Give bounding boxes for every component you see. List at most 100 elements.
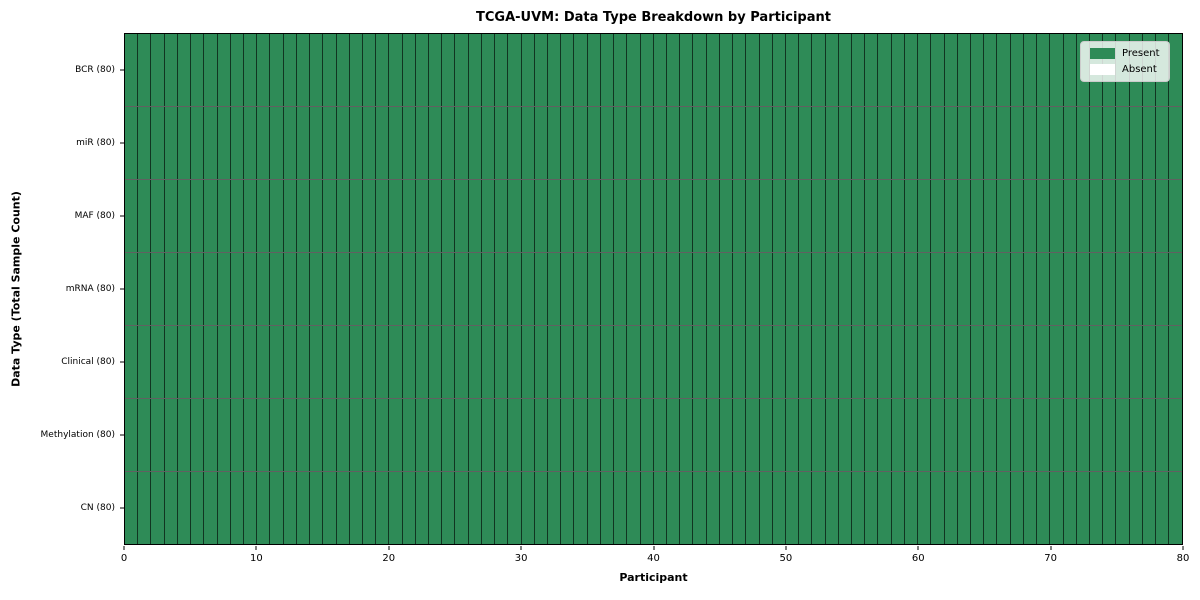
heatmap-cell: [296, 399, 311, 471]
heatmap-cell: [534, 34, 548, 106]
heatmap-cell: [204, 34, 218, 106]
heatmap-cell: [944, 34, 958, 106]
heatmap-cell: [891, 326, 905, 398]
heatmap-cell: [640, 107, 654, 179]
heatmap-cell: [1169, 326, 1182, 398]
heatmap-cell: [217, 472, 231, 544]
heatmap-cell: [415, 326, 430, 398]
heatmap-cell: [1010, 399, 1024, 471]
heatmap-cell: [191, 34, 205, 106]
x-tick-label: 60: [911, 553, 925, 564]
heatmap-cell: [310, 180, 324, 252]
heatmap-cell: [455, 180, 469, 252]
heatmap-cell: [587, 326, 601, 398]
heatmap-cell: [865, 326, 879, 398]
heatmap-cell: [508, 253, 522, 325]
heatmap-cell: [177, 107, 192, 179]
heatmap-cell: [1156, 107, 1170, 179]
y-tick-mark: [120, 507, 124, 509]
heatmap-cell: [799, 472, 813, 544]
heatmap-cell: [600, 180, 615, 252]
heatmap-cell: [984, 107, 998, 179]
heatmap-cell: [825, 326, 839, 398]
heatmap-cell: [997, 399, 1011, 471]
heatmap-cell: [336, 180, 350, 252]
heatmap-cell: [402, 253, 416, 325]
y-tick-label: BCR (80): [75, 64, 115, 75]
heatmap-cell: [204, 253, 218, 325]
heatmap-cell: [283, 472, 297, 544]
heatmap-cell: [587, 472, 601, 544]
heatmap-cell: [561, 107, 575, 179]
heatmap-cell: [799, 399, 813, 471]
heatmap-cell: [957, 399, 971, 471]
heatmap-cell: [1169, 107, 1182, 179]
heatmap-cell: [878, 253, 892, 325]
heatmap-cell: [468, 399, 482, 471]
heatmap-cell: [521, 107, 535, 179]
heatmap-cell: [944, 472, 958, 544]
heatmap-cell: [640, 34, 654, 106]
legend-item: Present: [1090, 48, 1160, 59]
heatmap-cell: [455, 107, 469, 179]
heatmap-cell: [429, 472, 443, 544]
heatmap-cell: [1063, 253, 1077, 325]
heatmap-cell: [1050, 253, 1064, 325]
heatmap-cell: [693, 399, 707, 471]
heatmap-cell: [548, 253, 562, 325]
heatmap-cell: [984, 399, 998, 471]
heatmap-cell: [865, 34, 879, 106]
heatmap-cell: [971, 472, 985, 544]
heatmap-cell: [191, 107, 205, 179]
heatmap-cell: [838, 472, 853, 544]
heatmap-cell: [389, 253, 403, 325]
heatmap-cell: [283, 399, 297, 471]
heatmap-cell: [243, 472, 258, 544]
heatmap-cell: [680, 34, 694, 106]
x-tick-mark: [917, 546, 919, 550]
heatmap-cell: [336, 253, 350, 325]
heatmap-cell: [1037, 399, 1051, 471]
heatmap-cell: [534, 253, 548, 325]
heatmap-cell: [971, 107, 985, 179]
heatmap-cell: [1063, 326, 1077, 398]
heatmap-cell: [270, 253, 284, 325]
heatmap-cell: [442, 107, 456, 179]
heatmap-cell: [164, 472, 178, 544]
heatmap-cell: [759, 472, 773, 544]
heatmap-cell: [719, 326, 734, 398]
heatmap-cell: [1023, 34, 1038, 106]
heatmap-cell: [1156, 253, 1170, 325]
heatmap-cell: [1010, 472, 1024, 544]
heatmap-cell: [852, 253, 866, 325]
heatmap-cell: [349, 326, 363, 398]
heatmap-cell: [257, 399, 271, 471]
heatmap-cell: [904, 326, 919, 398]
heatmap-cell: [1103, 180, 1117, 252]
heatmap-cell: [1142, 253, 1157, 325]
heatmap-cell: [984, 180, 998, 252]
heatmap-cell: [508, 472, 522, 544]
heatmap-cell: [891, 399, 905, 471]
heatmap-cell: [693, 180, 707, 252]
heatmap-cell: [495, 472, 509, 544]
heatmap-cell: [957, 34, 971, 106]
heatmap-cell: [1089, 399, 1104, 471]
heatmap-cell: [600, 399, 615, 471]
heatmap-cell: [362, 472, 377, 544]
heatmap-cell: [310, 399, 324, 471]
heatmap-cell: [1156, 326, 1170, 398]
heatmap-cell: [918, 180, 932, 252]
heatmap-cell: [785, 253, 800, 325]
heatmap-cell: [997, 326, 1011, 398]
heatmap-cell: [429, 326, 443, 398]
heatmap-cell: [151, 326, 165, 398]
heatmap-cell: [1116, 180, 1130, 252]
heatmap-cell: [733, 399, 747, 471]
heatmap-cell: [878, 107, 892, 179]
heatmap-cell: [733, 180, 747, 252]
heatmap-cell: [151, 253, 165, 325]
heatmap-row: [125, 326, 1182, 399]
heatmap-cell: [138, 326, 152, 398]
heatmap-cell: [1076, 326, 1090, 398]
